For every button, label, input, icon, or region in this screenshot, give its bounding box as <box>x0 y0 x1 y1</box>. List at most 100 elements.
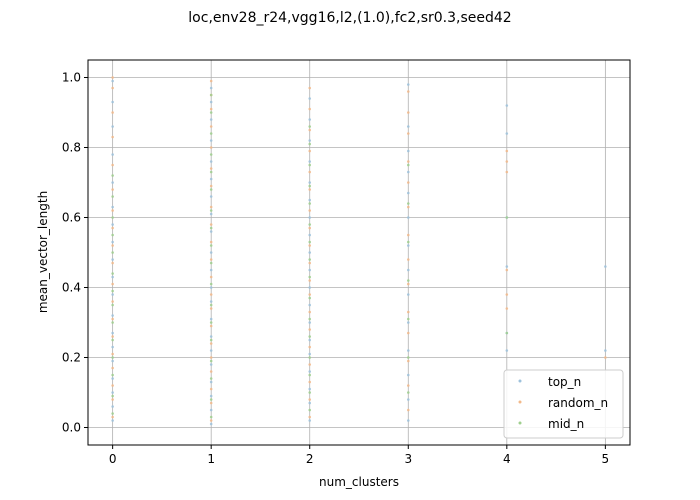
point-random_n <box>111 244 114 247</box>
point-random_n <box>209 324 213 328</box>
point-random_n <box>406 160 410 163</box>
point-top_n <box>209 212 213 216</box>
point-top_n <box>505 132 509 135</box>
point-random_n <box>111 111 114 114</box>
point-mid_n <box>406 163 410 167</box>
point-random_n <box>308 128 312 132</box>
point-mid_n <box>209 359 213 363</box>
point-top_n <box>111 314 114 317</box>
point-top_n <box>505 265 509 268</box>
point-random_n <box>308 398 312 401</box>
point-random_n <box>111 317 114 321</box>
point-top_n <box>209 380 213 384</box>
point-random_n <box>505 160 509 163</box>
x-tick-label: 3 <box>404 452 412 466</box>
point-random_n <box>111 282 114 286</box>
point-top_n <box>209 86 213 90</box>
point-top_n <box>209 195 213 198</box>
point-top_n <box>111 391 114 394</box>
point-random_n <box>111 352 114 356</box>
point-top_n <box>406 244 410 247</box>
x-tick-label: 4 <box>503 452 511 466</box>
point-top_n <box>406 149 410 153</box>
point-top_n <box>111 181 114 184</box>
point-random_n <box>111 209 114 212</box>
point-mid_n <box>308 356 312 359</box>
point-mid_n <box>111 272 114 275</box>
point-mid_n <box>111 303 114 307</box>
point-random_n <box>308 149 312 153</box>
point-top_n <box>604 349 607 352</box>
point-mid_n <box>209 209 213 212</box>
point-random_n <box>308 209 312 212</box>
point-random_n <box>209 401 213 405</box>
point-top_n <box>308 419 312 422</box>
point-random_n <box>308 279 312 282</box>
legend-marker-top_n <box>518 379 522 383</box>
point-mid_n <box>209 188 213 191</box>
point-top_n <box>308 216 312 219</box>
point-random_n <box>406 258 410 261</box>
point-top_n <box>308 97 312 100</box>
point-top_n <box>209 268 213 272</box>
point-mid_n <box>111 233 114 237</box>
point-top_n <box>406 419 410 422</box>
point-random_n <box>209 146 213 149</box>
point-random_n <box>111 135 114 139</box>
point-random_n <box>209 223 213 226</box>
point-random_n <box>209 125 213 128</box>
legend-label-mid_n: mid_n <box>548 417 584 431</box>
axis-ticks: 0 1 2 3 4 5 0.0 0.2 0.4 0.6 0.8 1.0 <box>62 71 609 467</box>
point-mid_n <box>209 338 213 342</box>
point-random_n <box>111 398 114 401</box>
point-mid_n <box>111 373 114 377</box>
legend-box <box>503 369 624 439</box>
point-top_n <box>308 387 312 391</box>
point-random_n <box>111 188 114 191</box>
point-mid_n <box>406 202 410 205</box>
point-top_n <box>111 359 114 363</box>
point-top_n <box>209 230 213 233</box>
point-top_n <box>209 349 213 352</box>
point-mid_n <box>209 321 213 324</box>
point-top_n <box>604 265 607 268</box>
point-mid_n <box>111 394 114 398</box>
point-mid_n <box>308 317 312 321</box>
point-top_n <box>111 331 114 335</box>
point-top_n <box>308 286 312 289</box>
point-top_n <box>406 170 410 174</box>
point-mid_n <box>209 377 213 380</box>
point-top_n <box>111 419 114 422</box>
point-top_n <box>111 293 114 296</box>
point-mid_n <box>111 412 114 415</box>
point-top_n <box>308 198 312 202</box>
point-mid_n <box>111 289 114 293</box>
point-mid_n <box>111 251 114 254</box>
point-mid_n <box>308 240 312 244</box>
point-random_n <box>308 86 312 90</box>
y-tick-label: 1.0 <box>62 71 81 85</box>
point-mid_n <box>209 282 213 286</box>
point-random_n <box>308 261 312 265</box>
point-top_n <box>111 153 114 156</box>
point-random_n <box>505 293 509 296</box>
point-top_n <box>308 370 312 373</box>
point-random_n <box>308 293 312 296</box>
y-tick-label: 0.6 <box>62 211 81 225</box>
point-random_n <box>505 149 509 153</box>
point-random_n <box>111 335 114 338</box>
legend-label-top_n: top_n <box>548 375 581 389</box>
point-mid_n <box>209 93 213 97</box>
point-mid_n <box>505 331 509 335</box>
point-random_n <box>406 233 410 237</box>
point-top_n <box>111 345 114 349</box>
point-mid_n <box>308 373 312 377</box>
point-random_n <box>406 205 410 209</box>
point-random_n <box>111 384 114 387</box>
point-top_n <box>111 405 114 408</box>
point-top_n <box>209 394 213 398</box>
x-tick-label: 1 <box>207 452 215 466</box>
point-mid_n <box>308 163 312 167</box>
point-mid_n <box>308 335 312 338</box>
point-mid_n <box>308 258 312 261</box>
